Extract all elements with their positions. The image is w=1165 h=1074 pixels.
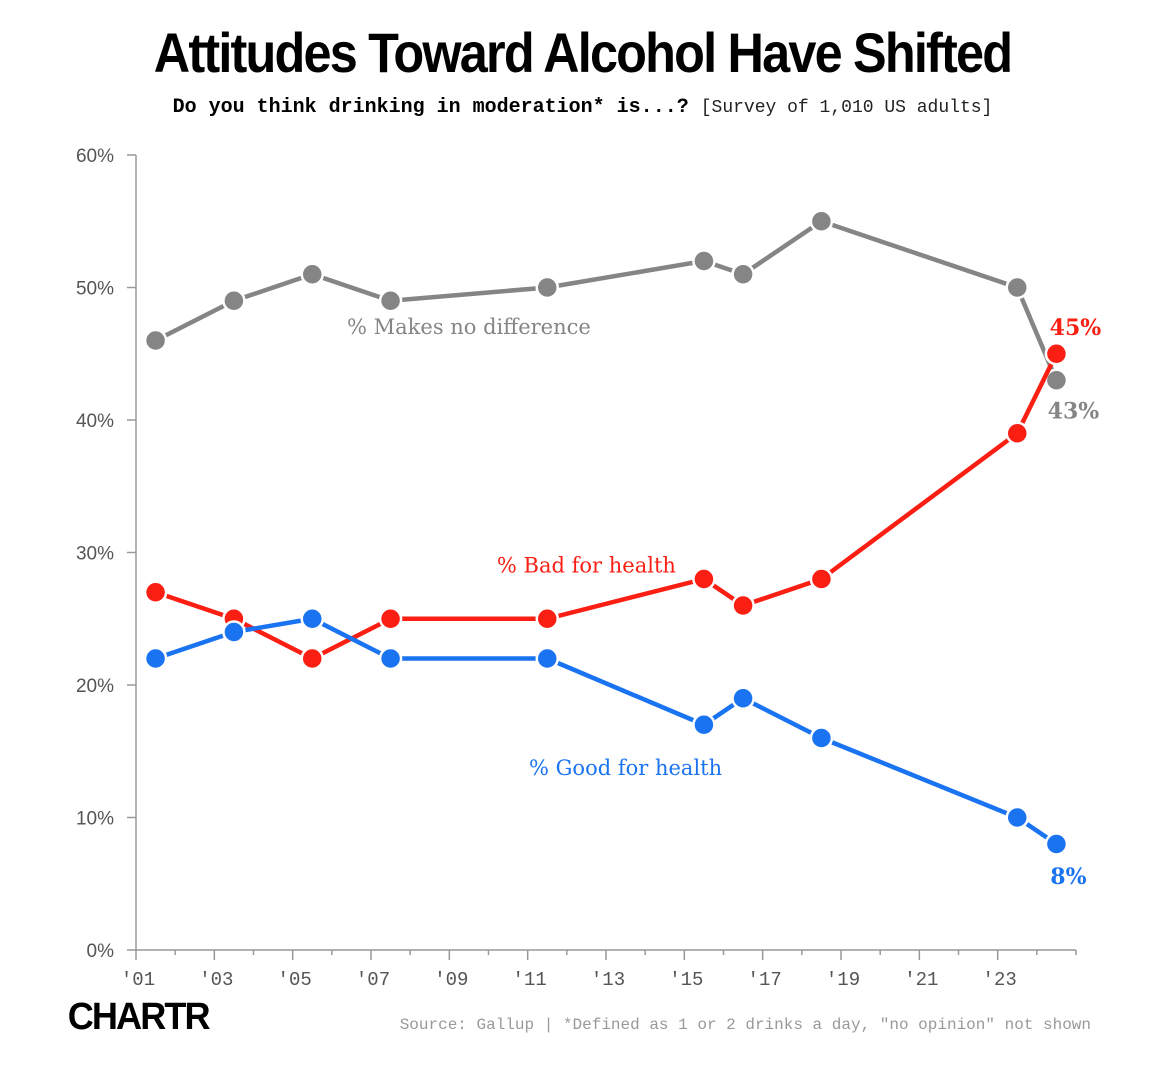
x-tick-label: '01 bbox=[121, 969, 155, 991]
series-makes-no-difference: % Makes no difference 43% bbox=[143, 209, 1100, 424]
x-tick-label: '13 bbox=[591, 969, 625, 991]
data-point bbox=[1044, 368, 1069, 392]
y-tick-label: 40% bbox=[76, 411, 114, 432]
x-tick-label: '15 bbox=[669, 969, 703, 991]
x-tick-label: '09 bbox=[434, 969, 468, 991]
data-point bbox=[300, 607, 324, 631]
y-tick-label: 50% bbox=[76, 279, 114, 300]
end-value-label: 45% bbox=[1050, 315, 1102, 341]
subtitle-question: Do you think drinking in moderation* is.… bbox=[172, 96, 689, 119]
x-tick-label: '21 bbox=[904, 969, 938, 991]
end-value-label: 8% bbox=[1050, 864, 1086, 890]
data-point bbox=[1044, 342, 1069, 366]
data-point bbox=[809, 726, 834, 750]
series-line bbox=[154, 219, 1059, 382]
end-value-label: 43% bbox=[1048, 398, 1100, 424]
data-point bbox=[535, 275, 559, 300]
data-point bbox=[378, 646, 403, 671]
x-tick-label: '23 bbox=[983, 969, 1017, 991]
x-tick-label: '17 bbox=[748, 969, 782, 991]
data-point bbox=[692, 249, 716, 273]
series-label: % Bad for health bbox=[497, 553, 676, 577]
x-tick-label: '03 bbox=[199, 969, 233, 991]
data-point bbox=[809, 567, 834, 591]
y-tick-label: 10% bbox=[76, 809, 114, 830]
data-point bbox=[731, 262, 755, 286]
y-tick-label: 0% bbox=[87, 941, 115, 962]
data-point bbox=[731, 686, 755, 710]
data-point bbox=[731, 593, 755, 618]
data-point bbox=[535, 646, 559, 671]
x-tick-label: '19 bbox=[826, 969, 860, 991]
x-tick-label: '05 bbox=[278, 969, 312, 991]
x-tick-label: '07 bbox=[356, 969, 390, 991]
x-tick-label: '11 bbox=[513, 969, 547, 991]
series-line bbox=[154, 616, 1058, 846]
data-point bbox=[143, 580, 168, 604]
y-tick-label: 60% bbox=[76, 146, 114, 167]
data-point bbox=[692, 567, 716, 591]
y-tick-label: 20% bbox=[76, 676, 114, 697]
data-point bbox=[692, 713, 716, 737]
series-label: % Makes no difference bbox=[347, 315, 591, 339]
data-point bbox=[378, 607, 403, 631]
data-point bbox=[535, 607, 559, 631]
data-point bbox=[1005, 275, 1029, 300]
data-point bbox=[1005, 421, 1029, 445]
subtitle-note: [Survey of 1,010 US adults] bbox=[700, 98, 993, 118]
data-point bbox=[143, 646, 168, 671]
data-point bbox=[300, 646, 324, 671]
chart-subtitle: Do you think drinking in moderation* is.… bbox=[0, 96, 1165, 119]
data-point bbox=[378, 289, 403, 313]
data-point bbox=[809, 209, 834, 233]
series-bad-for-health: % Bad for health 45% bbox=[143, 315, 1102, 671]
chartr-logo: CHARTR bbox=[67, 996, 211, 1038]
data-point bbox=[143, 328, 168, 353]
data-point bbox=[300, 262, 324, 286]
data-point bbox=[1044, 832, 1069, 856]
series-line bbox=[154, 352, 1059, 661]
data-point bbox=[222, 620, 246, 644]
source-note: Source: Gallup | *Defined as 1 or 2 drin… bbox=[399, 1016, 1091, 1034]
series-label: % Good for health bbox=[529, 756, 722, 780]
data-point bbox=[1005, 805, 1029, 830]
chart-title: Attitudes Toward Alcohol Have Shifted bbox=[153, 21, 1013, 84]
series-good-for-health: % Good for health 8% bbox=[143, 607, 1087, 890]
y-tick-label: 30% bbox=[76, 544, 114, 565]
data-point bbox=[222, 289, 246, 313]
